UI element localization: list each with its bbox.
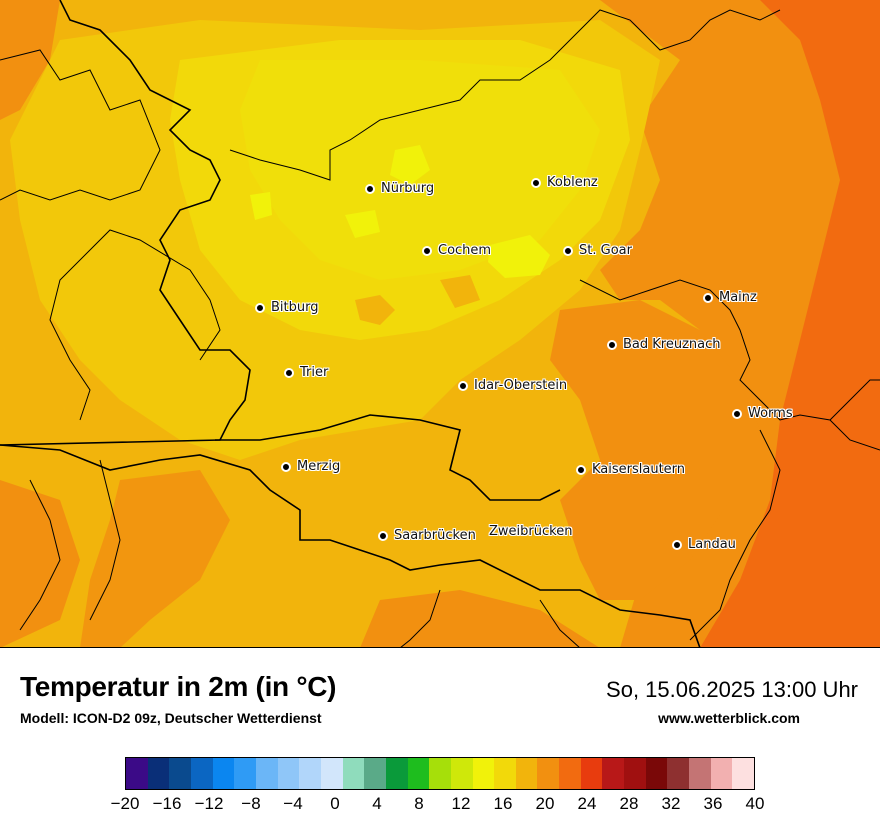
model-info: Modell: ICON-D2 09z, Deutscher Wetterdie… [20,710,322,726]
legend-tick-label: 28 [619,794,639,813]
legend-swatch [624,758,646,789]
city-marker-icon [531,177,541,188]
legend-swatch [255,758,278,789]
legend-swatch [645,758,668,789]
legend-swatch [732,758,755,789]
city-marker-icon [732,408,742,419]
city-marker-icon [378,530,388,541]
legend-swatch [169,758,191,789]
city-marker-icon [365,183,375,194]
forecast-datetime: So, 15.06.2025 13:00 Uhr [606,677,858,702]
legend-swatch [429,758,451,789]
legend-swatch [580,758,603,789]
legend-tick-label: 0 [330,794,340,813]
map-title: Temperatur in 2m (in °C) [20,671,337,702]
legend-swatch [190,758,213,789]
legend-tick-label: 8 [414,794,424,813]
legend-swatch [472,758,495,789]
city-cochem: Cochem [422,243,491,258]
city-marker-icon [458,380,468,391]
legend-swatch [710,758,733,789]
city-trier: Trier [284,365,328,380]
city-st-goar: St. Goar [563,243,632,258]
legend-swatch [494,758,516,789]
city-marker-icon [563,245,573,256]
legend-swatch [342,758,365,789]
color-legend-bar [125,757,755,790]
city-worms: Worms [732,406,793,421]
legend-tick-label: −20 [110,794,140,813]
temperature-field [0,0,880,647]
city-landau: Landau [672,537,736,552]
color-legend-ticks: −20 −16 −12 −8 −4 0 4 8 12 16 20 24 28 32 36 40 [111,794,765,818]
legend-swatch [299,758,321,789]
legend-swatch [385,758,408,789]
city-marker-icon [607,339,617,350]
legend-tick-label: −16 [152,794,182,813]
legend-swatch [234,758,256,789]
city-label: St. Goar [579,243,632,258]
legend-swatch [364,758,386,789]
city-kaiserslautern: Kaiserslautern [576,462,685,477]
city-marker-icon [422,245,432,256]
legend-tick-label: 4 [372,794,382,813]
legend-swatch [537,758,560,789]
city-label: Saarbrücken [394,528,476,543]
city-label: Koblenz [547,175,598,190]
temperature-map: Nürburg Koblenz Cochem St. Goar Bitburg … [0,0,880,648]
legend-tick-label: −8 [241,794,261,813]
city-label: Nürburg [381,181,435,196]
city-label: Merzig [297,459,341,474]
city-label: Mainz [719,290,757,305]
legend-swatch [689,758,711,789]
legend-swatch [602,758,625,789]
legend-tick-label: 12 [451,794,471,813]
city-idar-oberstein: Idar-Oberstein [458,378,567,393]
website-link[interactable]: www.wetterblick.com [658,710,800,726]
legend-swatch [126,758,148,789]
city-zweibruecken: Zweibrücken [489,524,572,539]
legend-tick-label: 36 [703,794,723,813]
legend-tick-label: 16 [493,794,513,813]
city-marker-icon [255,302,265,313]
city-marker-icon [576,464,586,475]
legend-tick-label: 24 [577,794,597,813]
legend-swatch [277,758,300,789]
legend-swatch [667,758,690,789]
city-merzig: Merzig [281,459,340,474]
city-label: Cochem [438,243,492,258]
city-label: Kaiserslautern [592,462,686,477]
legend-swatch [450,758,473,789]
legend-tick-label: −12 [194,794,224,813]
city-label: Worms [748,406,793,421]
city-bitburg: Bitburg [255,300,319,315]
legend-swatch [407,758,430,789]
city-label: Landau [688,537,736,552]
city-label: Idar-Oberstein [474,378,568,393]
city-marker-icon [284,367,294,378]
legend-swatch [515,758,538,789]
legend-tick-label: −4 [283,794,303,813]
city-marker-icon [281,461,291,472]
legend-swatch [147,758,170,789]
city-nuerburg: Nürburg [365,181,434,196]
city-label: Trier [300,365,329,380]
city-saarbruecken: Saarbrücken [378,528,476,543]
legend-swatch [559,758,581,789]
city-label: Bad Kreuznach [623,337,721,352]
legend-tick-label: 20 [535,794,555,813]
legend-swatch [212,758,235,789]
legend-swatch [320,758,343,789]
city-label: Bitburg [271,300,319,315]
legend-tick-label: 40 [745,794,765,813]
city-bad-kreuznach: Bad Kreuznach [607,337,721,352]
city-mainz: Mainz [703,290,757,305]
legend-tick-label: 32 [661,794,681,813]
city-marker-icon [703,292,713,303]
city-marker-icon [672,539,682,550]
city-label: Zweibrücken [489,524,573,539]
city-koblenz: Koblenz [531,175,598,190]
